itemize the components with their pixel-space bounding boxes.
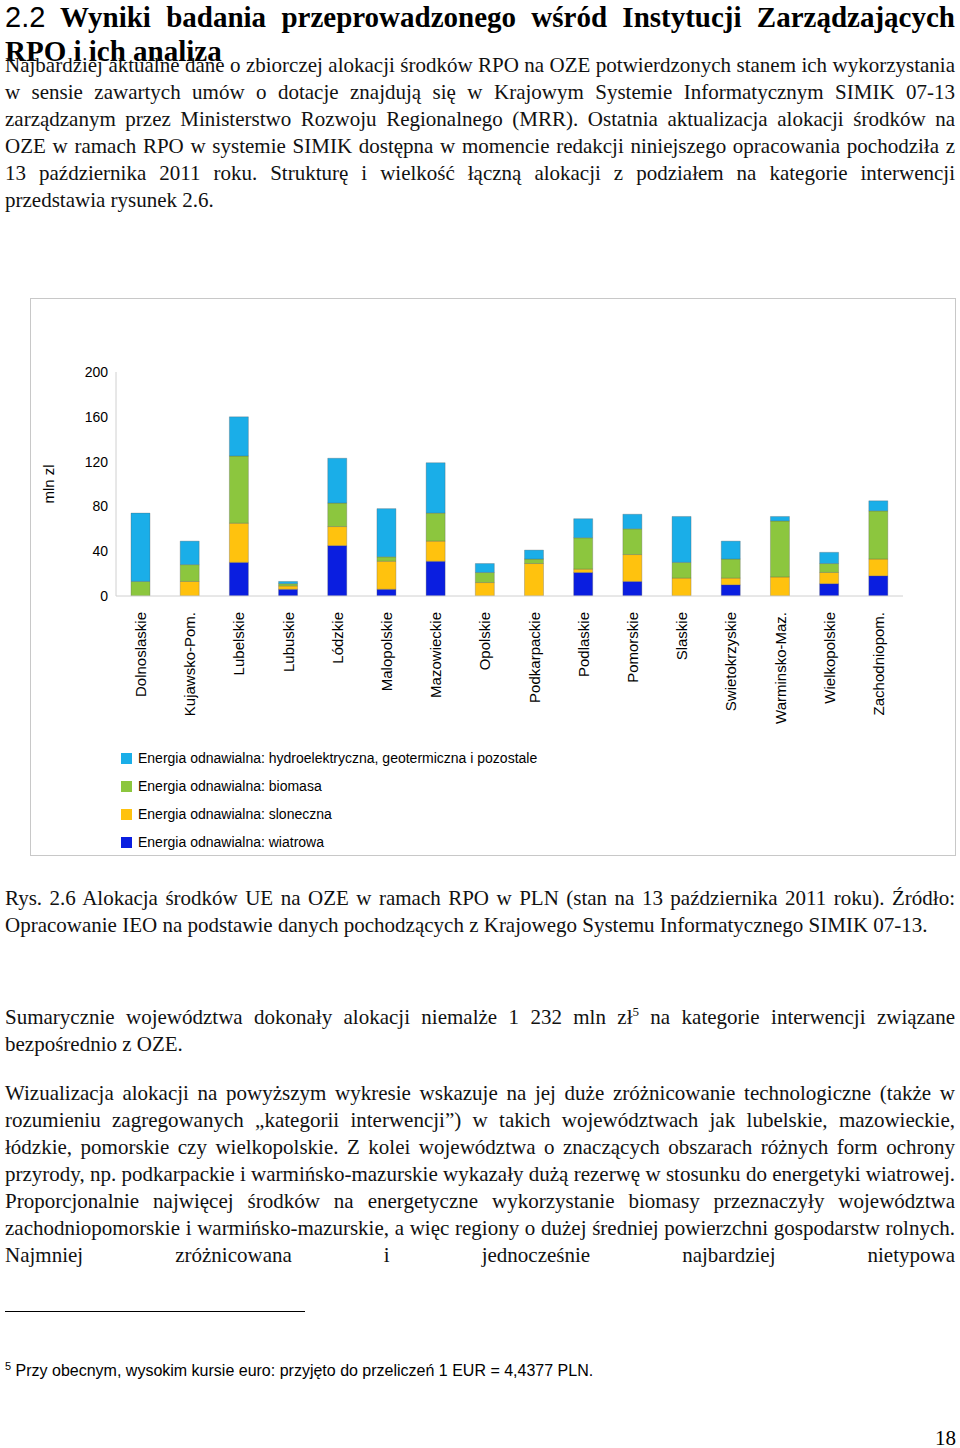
html-text:5 Przy obecnym, wysokim kursie: 5 Przy obecnym, wysokim kursie euro: prz… xyxy=(5,1360,594,1380)
html-text:Energia odnawialna: wiatrowa: Energia odnawialna: wiatrowa xyxy=(138,834,324,850)
html-text:Wizualizacja alokacji na powyż: Wizualizacja alokacji na powyższym wykre… xyxy=(5,1081,955,1267)
html-text:Najbardziej aktualne dane o zb: Najbardziej aktualne dane o zbiorczej al… xyxy=(5,53,955,212)
svg-text:Lubuskie: Lubuskie xyxy=(280,612,297,672)
svg-text:120: 120 xyxy=(85,454,109,470)
html-text:Sumarycznie województwa dokona: Sumarycznie województwa dokonały alokacj… xyxy=(5,1004,955,1056)
svg-text:200: 200 xyxy=(85,364,109,380)
svg-text:Zachodniopom.: Zachodniopom. xyxy=(870,612,887,715)
svg-text:Malopolskie: Malopolskie xyxy=(378,612,395,691)
svg-text:Swietokrzyskie: Swietokrzyskie xyxy=(722,612,739,711)
html-text:Energia odnawialna: biomasa: Energia odnawialna: biomasa xyxy=(138,778,322,794)
html-text:2.2: 2.2 xyxy=(5,1,46,33)
svg-text:Slaskie: Slaskie xyxy=(673,612,690,660)
html-text:Energia odnawialna: hydroelekt: Energia odnawialna: hydroelektryczna, ge… xyxy=(138,750,538,766)
svg-text:Mazowieckie: Mazowieckie xyxy=(427,612,444,698)
html-text:Energia odnawialna: sloneczna: Energia odnawialna: sloneczna xyxy=(138,806,332,822)
svg-text:Warminsko-Maz.: Warminsko-Maz. xyxy=(772,612,789,724)
svg-text:Pomorskie: Pomorskie xyxy=(624,612,641,683)
html-text:Rys. 2.6 Alokacja środków UE n: Rys. 2.6 Alokacja środków UE na OZE w ra… xyxy=(5,886,955,937)
svg-text:Lódzkie: Lódzkie xyxy=(329,612,346,664)
svg-text:160: 160 xyxy=(85,409,109,425)
svg-text:Kujawsko-Pom.: Kujawsko-Pom. xyxy=(181,612,198,716)
svg-text:Opolskie: Opolskie xyxy=(476,612,493,670)
svg-text:Podlaskie: Podlaskie xyxy=(575,612,592,677)
svg-text:mln zl: mln zl xyxy=(40,464,57,503)
svg-text:40: 40 xyxy=(92,543,108,559)
svg-text:Wielkopolskie: Wielkopolskie xyxy=(821,612,838,704)
svg-text:80: 80 xyxy=(92,498,108,514)
svg-text:Dolnoslaskie: Dolnoslaskie xyxy=(132,612,149,697)
svg-text:Lubelskie: Lubelskie xyxy=(230,612,247,675)
html-text:Wyniki badania przeprowadzoneg: Wyniki badania przeprowadzonego wśród In… xyxy=(5,1,955,67)
svg-text:Podkarpackie: Podkarpackie xyxy=(526,612,543,703)
svg-text:0: 0 xyxy=(100,588,108,604)
